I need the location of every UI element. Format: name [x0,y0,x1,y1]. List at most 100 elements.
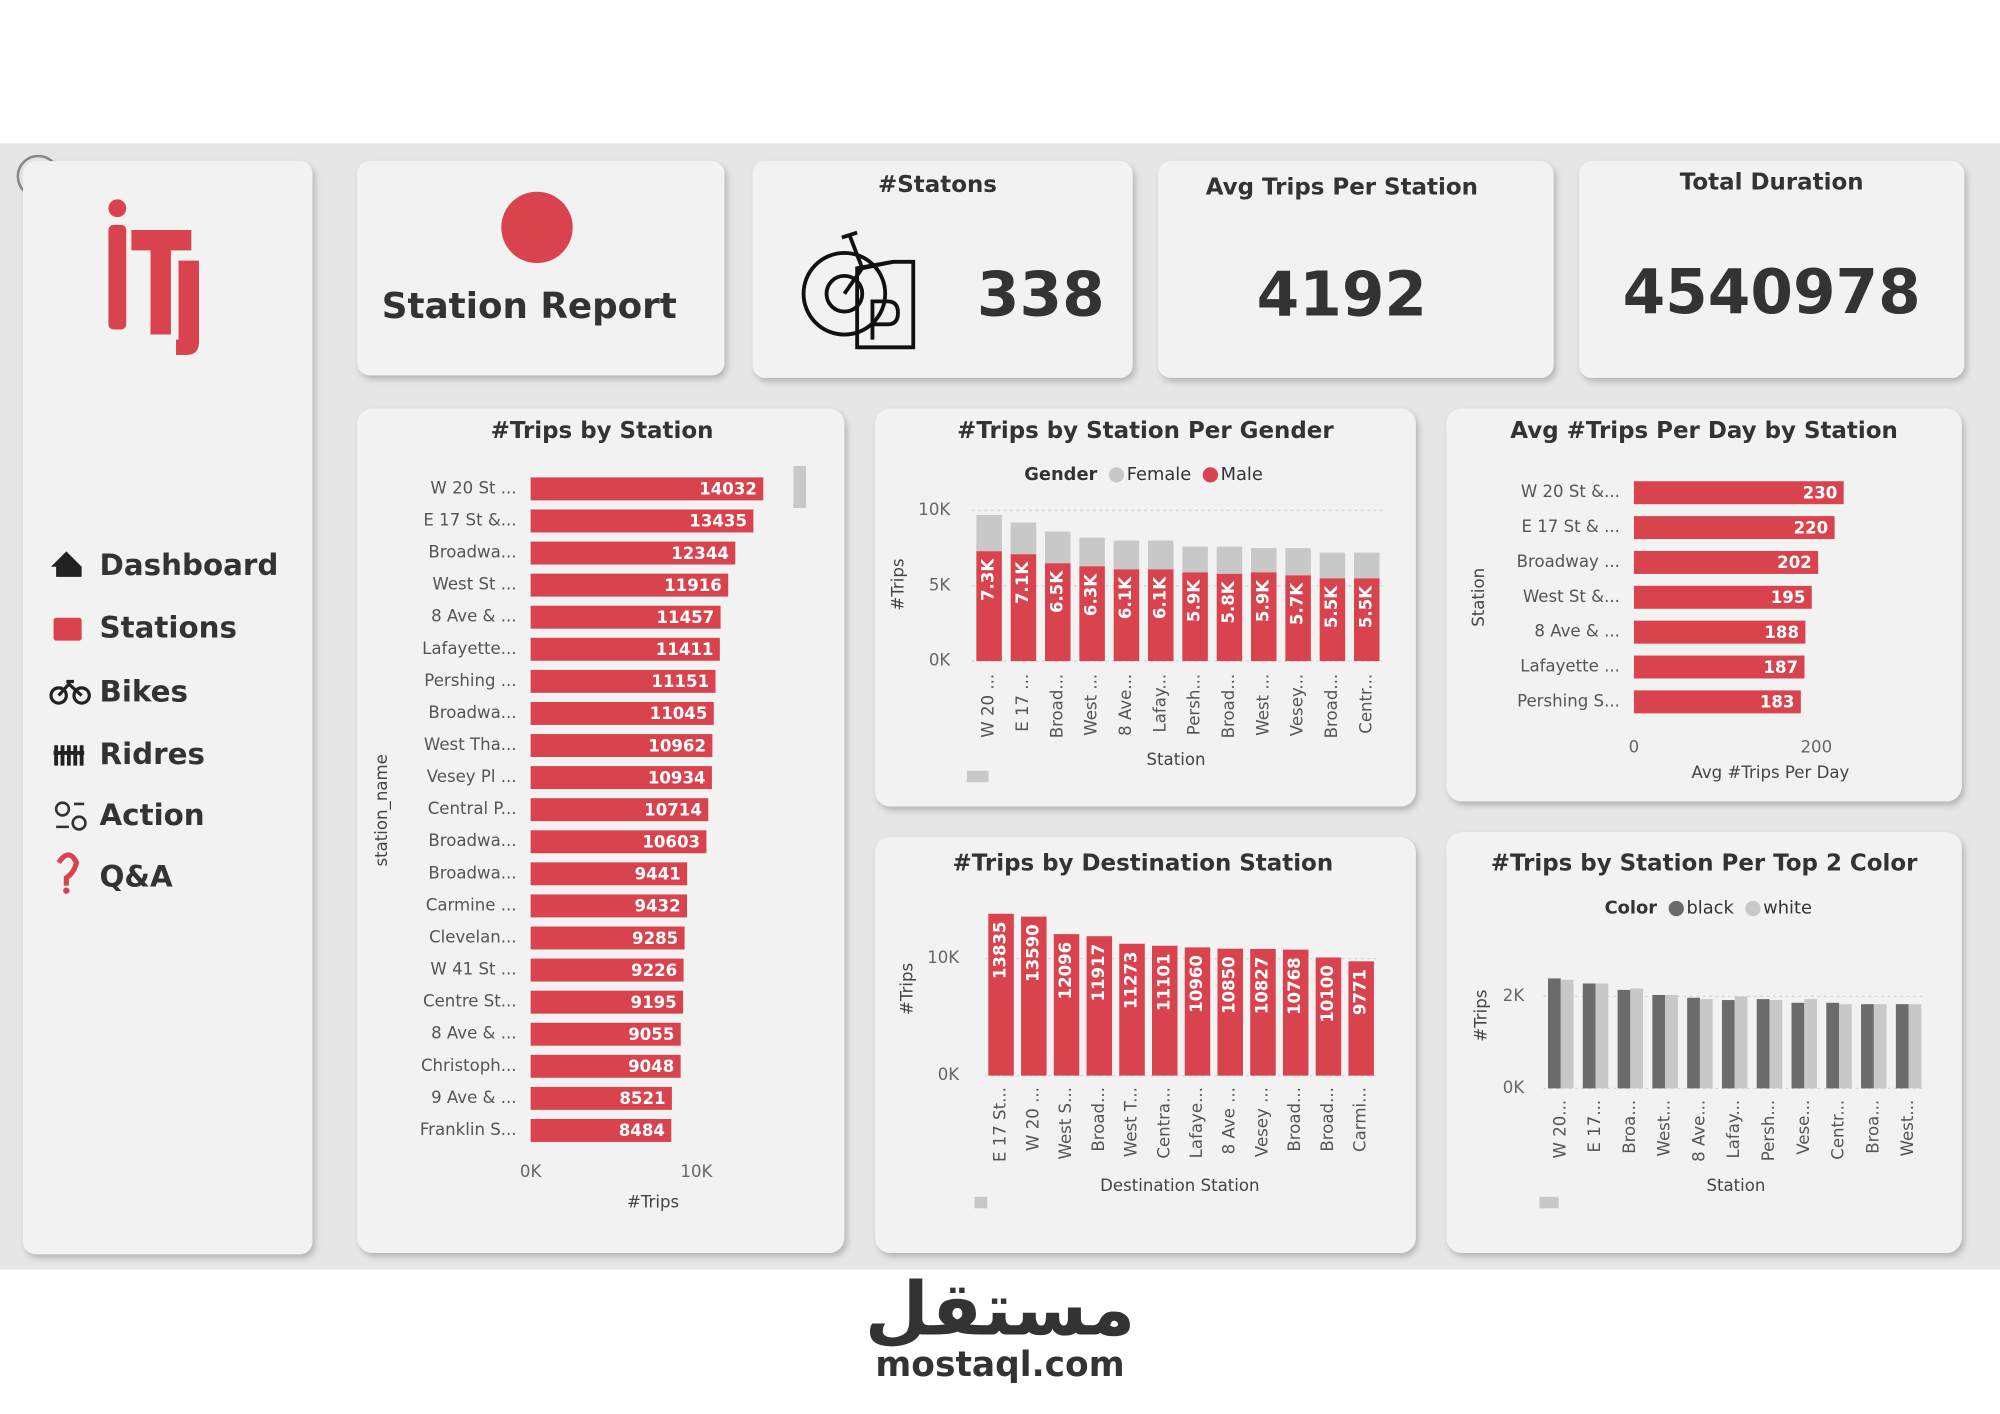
y-tick-label: Lafayette... [422,639,516,658]
y-tick-label: 9 Ave & ... [431,1088,516,1107]
nav-item[interactable]: Stations [99,611,237,645]
logo-t [131,229,192,335]
y-tick-label: West Tha... [424,735,517,754]
bar [530,926,685,950]
data-label: 5.9K [1185,579,1204,622]
bar-segment [1354,552,1380,579]
y-tick-label: 10K [918,500,951,519]
bar [530,766,712,790]
nav-item[interactable]: Bikes [99,674,187,708]
report-icon [501,191,573,264]
bar [530,509,754,533]
x-tick-label: 200 [1800,737,1832,756]
scrollbar[interactable] [974,1196,988,1209]
x-tick-label: Broad... [1322,674,1341,738]
bar-segment [1285,575,1311,662]
bar [1633,481,1844,505]
x-tick-label: W 20 ... [979,674,998,738]
nav-item[interactable]: Q&A [99,859,173,893]
logo [108,199,199,355]
x-tick-label: E 17... [1585,1100,1604,1153]
bar [1791,1002,1805,1089]
data-label: 9055 [628,1025,674,1044]
x-tick-label: West... [1655,1100,1674,1157]
data-label: 5.8K [1219,580,1238,623]
data-label: 6.3K [1082,573,1101,616]
scrollbar[interactable] [966,770,989,783]
y-tick-label: W 20 St ... [430,478,516,497]
x-tick-label: Broad... [1047,674,1066,738]
legend-swatch [1108,467,1125,483]
bar-segment [1285,548,1311,576]
x-axis-title: Destination Station [1100,1176,1259,1195]
data-label: 12344 [671,544,729,563]
watermark-text: mostaql.com [875,1345,1124,1385]
data-label: 11045 [650,704,708,723]
y-tick-label: 2K [1503,986,1526,1005]
data-label: 5.5K [1322,585,1341,628]
data-label: 9771 [1351,969,1370,1015]
bar [1895,1004,1909,1089]
y-tick-label: Clevelan... [429,927,516,946]
x-tick-label: Broad... [1318,1087,1337,1151]
bar [1633,620,1806,644]
kpi-value: 338 [977,259,1105,330]
bar-segment [1045,563,1071,662]
x-axis-title: Avg #Trips Per Day [1691,763,1849,782]
bar [1119,943,1145,1076]
data-label: 11273 [1122,951,1141,1009]
bar-segment [1148,540,1174,570]
x-tick-label: Lafaye... [1187,1087,1206,1158]
bar [530,958,684,982]
y-tick-label: 0K [938,1065,961,1084]
nav-item[interactable]: Action [99,798,204,832]
legend-swatch [1202,467,1219,483]
data-label: 9226 [631,961,677,980]
bar [1873,1004,1887,1089]
bar [530,477,764,501]
nav-item[interactable]: Dashboard [99,548,278,582]
bar [1908,1004,1922,1089]
bar [530,1054,681,1078]
y-tick-label: E 17 St & ... [1521,517,1619,536]
data-label: 13435 [689,512,747,531]
y-tick-label: Pershing S... [1517,691,1620,710]
icon-home [51,551,82,577]
bar [530,830,707,854]
bar [1053,934,1080,1076]
x-tick-label: Persh... [1185,674,1204,735]
bar-segment [1319,578,1346,662]
data-label: 11457 [657,608,715,627]
x-tick-label: Lafay... [1724,1100,1743,1159]
data-label: 10714 [644,800,702,819]
watermark-arabic: مستقل [865,1267,1136,1353]
bar [1665,994,1678,1089]
x-tick-label: 0K [520,1162,543,1181]
chart-title: #Trips by Station [491,418,714,444]
bar-segment [1182,546,1208,573]
y-axis-title: #Trips [898,963,917,1015]
bar [1804,999,1818,1089]
logo-j [176,260,199,355]
bar [1826,1002,1840,1089]
nav-item[interactable]: Ridres [99,737,204,771]
kpi-card [752,161,1133,378]
bar-segment [1148,569,1174,662]
bar [1548,978,1561,1089]
scrollbar[interactable] [1539,1196,1559,1209]
icon-sign [855,259,916,350]
y-tick-label: Christoph... [421,1056,517,1075]
y-tick-label: 0K [929,651,952,670]
bar-segment [1216,546,1243,574]
bar [1721,1000,1735,1089]
icon-wheel [801,251,888,337]
icon-riders [53,745,85,766]
report-card [357,161,725,376]
x-tick-label: E 17 St... [991,1087,1010,1162]
logo-i [108,224,127,330]
scrollbar[interactable] [793,465,807,509]
icon-hub [824,273,865,314]
bar [1617,989,1631,1089]
icon-qa [56,852,80,894]
